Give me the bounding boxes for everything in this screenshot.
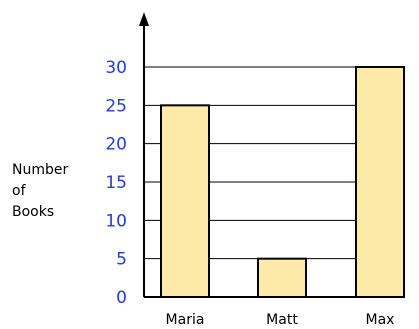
y-tick-label: 20 [105,135,127,155]
x-tick-label: Maria [166,312,205,328]
axes [139,12,404,298]
bar-maria [160,104,210,299]
bar-max [355,66,405,298]
y-tick-label: 0 [116,288,127,308]
y-tick-label: 5 [116,250,127,270]
bars [160,66,405,299]
y-tick-label: 25 [105,96,127,116]
y-tick-labels: 0 5 10 15 20 25 30 [105,58,127,308]
bar-matt [257,257,307,298]
y-axis-arrow-icon [139,12,149,26]
y-axis-label: Number of Books [12,162,69,220]
y-tick-label: 30 [105,58,127,78]
y-tick-label: 10 [105,211,127,231]
x-tick-label: Max [366,312,395,328]
x-tick-label: Matt [266,312,298,328]
y-tick-label: 15 [105,173,127,193]
x-tick-labels: Maria Matt Max [166,312,395,328]
